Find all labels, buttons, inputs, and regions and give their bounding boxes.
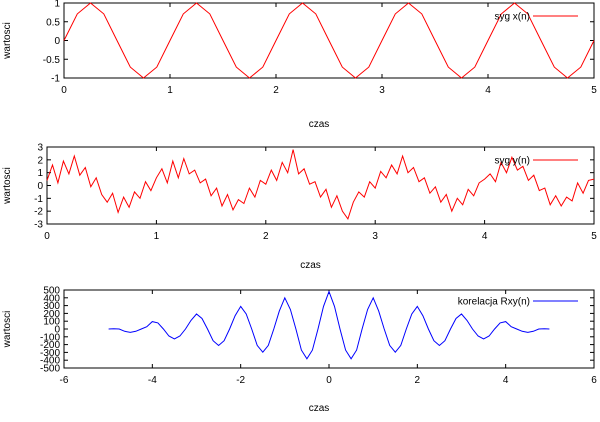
- legend-label: korelacja Rxy(n): [458, 297, 530, 308]
- x-tick-label: -6: [60, 375, 69, 386]
- y-tick-label: 100: [43, 317, 60, 328]
- chart-panel-3: -6 -4 -2 0 2 4 65004003002001000-100-200-300-4…: [2, 286, 597, 415]
- y-tick-label: -2: [34, 207, 43, 218]
- y-tick-label: 500: [43, 286, 60, 297]
- y-tick-label: -300: [40, 348, 60, 359]
- y-tick-label: 300: [43, 301, 60, 312]
- y-tick-label: 1: [54, 0, 60, 10]
- y-tick-label: 0: [54, 36, 60, 47]
- x-tick-label: 0: [61, 85, 67, 96]
- x-axis-label: czas: [300, 260, 321, 271]
- x-tick-label: 0: [326, 375, 332, 386]
- x-tick-label: 1: [167, 85, 173, 96]
- y-tick-label: 200: [43, 309, 60, 320]
- y-tick-label: -400: [40, 356, 60, 367]
- x-tick-label: 4: [503, 375, 509, 386]
- x-tick-label: 4: [485, 85, 491, 96]
- y-tick-label: 0: [37, 181, 43, 192]
- y-tick-label: -1: [51, 74, 60, 85]
- y-tick-label: -1: [34, 194, 43, 205]
- y-tick-label: 400: [43, 293, 60, 304]
- y-tick-label: 0: [54, 325, 60, 336]
- x-tick-label: 1: [154, 231, 160, 242]
- y-tick-label: -0.5: [43, 55, 61, 66]
- y-tick-label: -100: [40, 332, 60, 343]
- y-tick-label: -200: [40, 340, 60, 351]
- x-tick-label: -2: [236, 375, 245, 386]
- x-tick-label: -4: [148, 375, 157, 386]
- x-tick-label: 2: [263, 231, 269, 242]
- x-tick-label: 6: [591, 375, 597, 386]
- y-tick-label: 0.5: [46, 17, 60, 28]
- y-tick-label: 1: [37, 168, 43, 179]
- x-axis-label: czas: [309, 403, 330, 414]
- x-tick-label: 5: [591, 231, 597, 242]
- x-tick-label: 0: [44, 231, 50, 242]
- legend-label: syg x(n): [494, 12, 530, 23]
- chart-panel-1: 0 1 2 3 4 5 1 0.5 0 -0.5 -1 czas wartosci syg x(n): [2, 0, 597, 130]
- legend-label: syg y(n): [494, 156, 530, 167]
- x-tick-label: 3: [379, 85, 385, 96]
- x-tick-label: 4: [482, 231, 488, 242]
- x-axis-label: czas: [309, 119, 330, 130]
- x-tick-label: 3: [372, 231, 378, 242]
- x-tick-label: 5: [591, 85, 597, 96]
- y-axis-label: wartosci: [2, 167, 13, 205]
- y-tick-label: -500: [40, 364, 60, 375]
- y-axis-label: wartosci: [2, 311, 13, 349]
- y-axis-label: wartosci: [2, 22, 13, 60]
- x-tick-label: 2: [273, 85, 279, 96]
- x-tick-label: 2: [415, 375, 421, 386]
- y-tick-label: -3: [34, 220, 43, 231]
- y-tick-label: 3: [37, 143, 43, 154]
- y-tick-label: 2: [37, 155, 43, 166]
